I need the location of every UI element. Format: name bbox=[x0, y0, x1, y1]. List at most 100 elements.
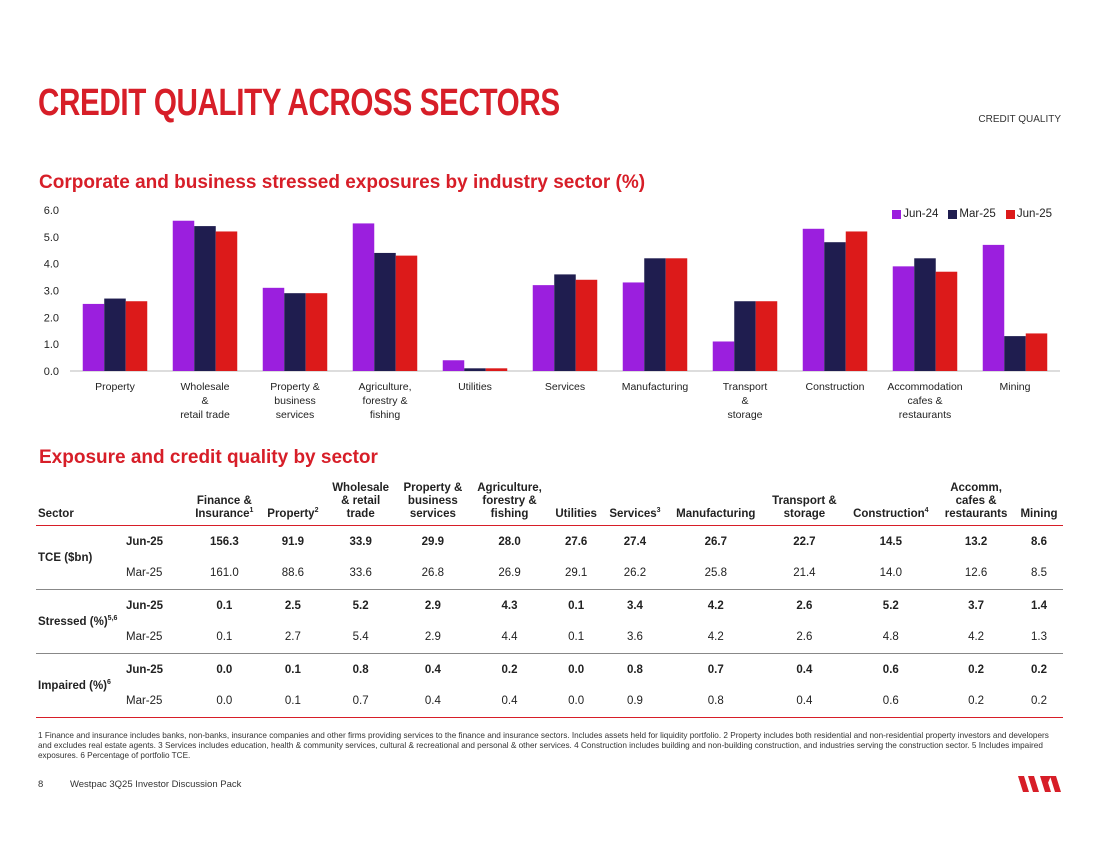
stressed-exposures-bar-chart: 0.0 1.0 2.0 3.0 4.0 5.0 6.0 Property Wholesale & r… bbox=[44, 205, 1060, 421]
column-header: Finance & Insurance1 bbox=[188, 482, 261, 526]
legend-item-jun24: Jun-24 bbox=[892, 208, 938, 220]
table-cell: 0.7 bbox=[352, 695, 369, 708]
header-line: restaurants bbox=[944, 508, 1008, 520]
x-category-label: fishing bbox=[370, 409, 401, 421]
x-category-label: Construction bbox=[806, 381, 865, 393]
table-cell: 91.9 bbox=[281, 535, 305, 548]
x-category-label: restaurants bbox=[899, 409, 952, 421]
section-tag: CREDIT QUALITY bbox=[978, 114, 1061, 125]
period-label: Mar-25 bbox=[126, 695, 163, 708]
header-line: Utilities bbox=[555, 508, 597, 520]
table-cell: 4.2 bbox=[707, 599, 724, 612]
table-cell: 3.6 bbox=[626, 631, 643, 644]
table-cell: 0.4 bbox=[796, 695, 813, 708]
legend-label: Mar-25 bbox=[959, 208, 996, 220]
table-cell: 0.1 bbox=[216, 631, 233, 644]
x-category-label: Manufacturing bbox=[622, 381, 689, 393]
bar-jun-24 bbox=[982, 244, 1005, 371]
bar-jun-25 bbox=[665, 258, 688, 371]
x-category-label: Mining bbox=[1000, 381, 1031, 393]
table-cell: 2.6 bbox=[796, 631, 813, 644]
table-cell: 0.6 bbox=[882, 663, 899, 676]
bar-jun-25 bbox=[575, 279, 598, 371]
table-cell: 0.8 bbox=[707, 695, 724, 708]
table-cell: 0.1 bbox=[568, 599, 585, 612]
table-cell: 0.2 bbox=[501, 663, 518, 676]
x-category-label: Property & bbox=[270, 381, 320, 393]
header-line: storage bbox=[783, 508, 826, 520]
table-cell: 0.8 bbox=[352, 663, 369, 676]
footnote-marker: 2 bbox=[314, 507, 319, 515]
x-category-label: retail trade bbox=[180, 409, 230, 421]
x-category-label: Property bbox=[95, 381, 135, 393]
table-row: Mar-25 161.0 88.6 33.6 26.8 26.9 29.1 26.2 25.8 2… bbox=[36, 558, 1063, 590]
table-cell: 29.1 bbox=[564, 567, 588, 580]
header-line: cafes & bbox=[955, 495, 997, 507]
header-line: fishing bbox=[490, 508, 529, 520]
header-line: Property bbox=[267, 508, 315, 520]
table-cell: 0.6 bbox=[882, 695, 899, 708]
table-cell: 22.7 bbox=[793, 535, 816, 548]
bar-mar-25 bbox=[914, 258, 936, 371]
period-label: Mar-25 bbox=[126, 567, 163, 580]
document-title: Westpac 3Q25 Investor Discussion Pack bbox=[69, 779, 242, 790]
legend-item-jun25: Jun-25 bbox=[1005, 208, 1052, 220]
table-cell: 2.9 bbox=[424, 599, 441, 612]
bar-jun-24 bbox=[262, 287, 285, 371]
x-category-label: Services bbox=[545, 381, 585, 393]
table-cell: 26.7 bbox=[704, 535, 727, 548]
table-cell: 0.4 bbox=[796, 663, 813, 676]
table-row: TCE ($bn) Jun-25 156.3 91.9 33.9 29.9 28.0 27.6… bbox=[36, 526, 1063, 564]
y-tick-label: 1.0 bbox=[44, 339, 59, 351]
header-line: Mining bbox=[1020, 508, 1058, 520]
period-label: Jun-25 bbox=[126, 599, 164, 612]
table-cell: 2.5 bbox=[284, 599, 301, 612]
row-group-label: Stressed (%)5,6 bbox=[38, 614, 118, 628]
bar-jun-24 bbox=[892, 266, 915, 371]
chart-heading: Corporate and business stressed exposure… bbox=[39, 172, 646, 193]
table-cell: 4.3 bbox=[501, 599, 518, 612]
bar-mar-25 bbox=[464, 368, 486, 371]
table-cell: 12.6 bbox=[964, 567, 988, 580]
table-cell: 0.4 bbox=[424, 695, 441, 708]
y-tick-label: 2.0 bbox=[44, 312, 59, 324]
header-line: Transport & bbox=[772, 495, 837, 507]
column-header: Transport & storage bbox=[764, 482, 844, 526]
bar-jun-25 bbox=[215, 231, 238, 371]
table-cell: 161.0 bbox=[209, 567, 239, 580]
bar-jun-25 bbox=[1025, 333, 1048, 371]
bar-jun-24 bbox=[802, 228, 825, 371]
table-cell: 156.3 bbox=[209, 535, 239, 548]
table-cell: 2.7 bbox=[284, 631, 301, 644]
table-row: Mar-25 0.1 2.7 5.4 2.9 4.4 0.1 3.6 4.2 2.6 4.8 4.2 1… bbox=[36, 622, 1063, 654]
table-cell: 5.2 bbox=[352, 599, 369, 612]
footnote-marker: 3 bbox=[656, 507, 661, 515]
bar-mar-25 bbox=[194, 226, 216, 371]
footnote-marker: 1 bbox=[249, 507, 254, 515]
table-cell: 26.2 bbox=[623, 567, 647, 580]
column-header: Mining bbox=[1015, 482, 1063, 526]
header-line: Agriculture, bbox=[477, 482, 542, 494]
table-header-row: Sector Finance & Insurance1 Property2 Wholes… bbox=[36, 482, 1063, 526]
bar-jun-25 bbox=[125, 301, 148, 371]
column-header: Sector bbox=[36, 482, 126, 526]
table-cell: 0.2 bbox=[1030, 695, 1047, 708]
header-line: & retail bbox=[341, 495, 381, 507]
table-cell: 27.4 bbox=[623, 535, 647, 548]
table-cell: 0.4 bbox=[424, 663, 441, 676]
table-cell: 14.0 bbox=[879, 567, 902, 580]
bar-jun-25 bbox=[935, 271, 958, 371]
bar-jun-25 bbox=[755, 301, 778, 371]
bar-jun-25 bbox=[305, 293, 328, 371]
bar-jun-25 bbox=[395, 255, 418, 371]
x-category-label: Utilities bbox=[458, 381, 492, 393]
page-title: CREDIT QUALITY ACROSS SECTORS bbox=[38, 82, 560, 124]
header-line: Finance & bbox=[196, 495, 252, 507]
table-cell: 5.4 bbox=[352, 631, 369, 644]
period-label: Jun-25 bbox=[126, 663, 164, 676]
header-line: Wholesale bbox=[332, 482, 390, 494]
table-row: Stressed (%)5,6 Jun-25 0.1 2.5 5.2 2.9 4.3 0.1 3… bbox=[36, 590, 1063, 628]
footnote-marker: 4 bbox=[924, 507, 929, 515]
table-cell: 26.8 bbox=[421, 567, 445, 580]
bar-mar-25 bbox=[374, 252, 396, 371]
